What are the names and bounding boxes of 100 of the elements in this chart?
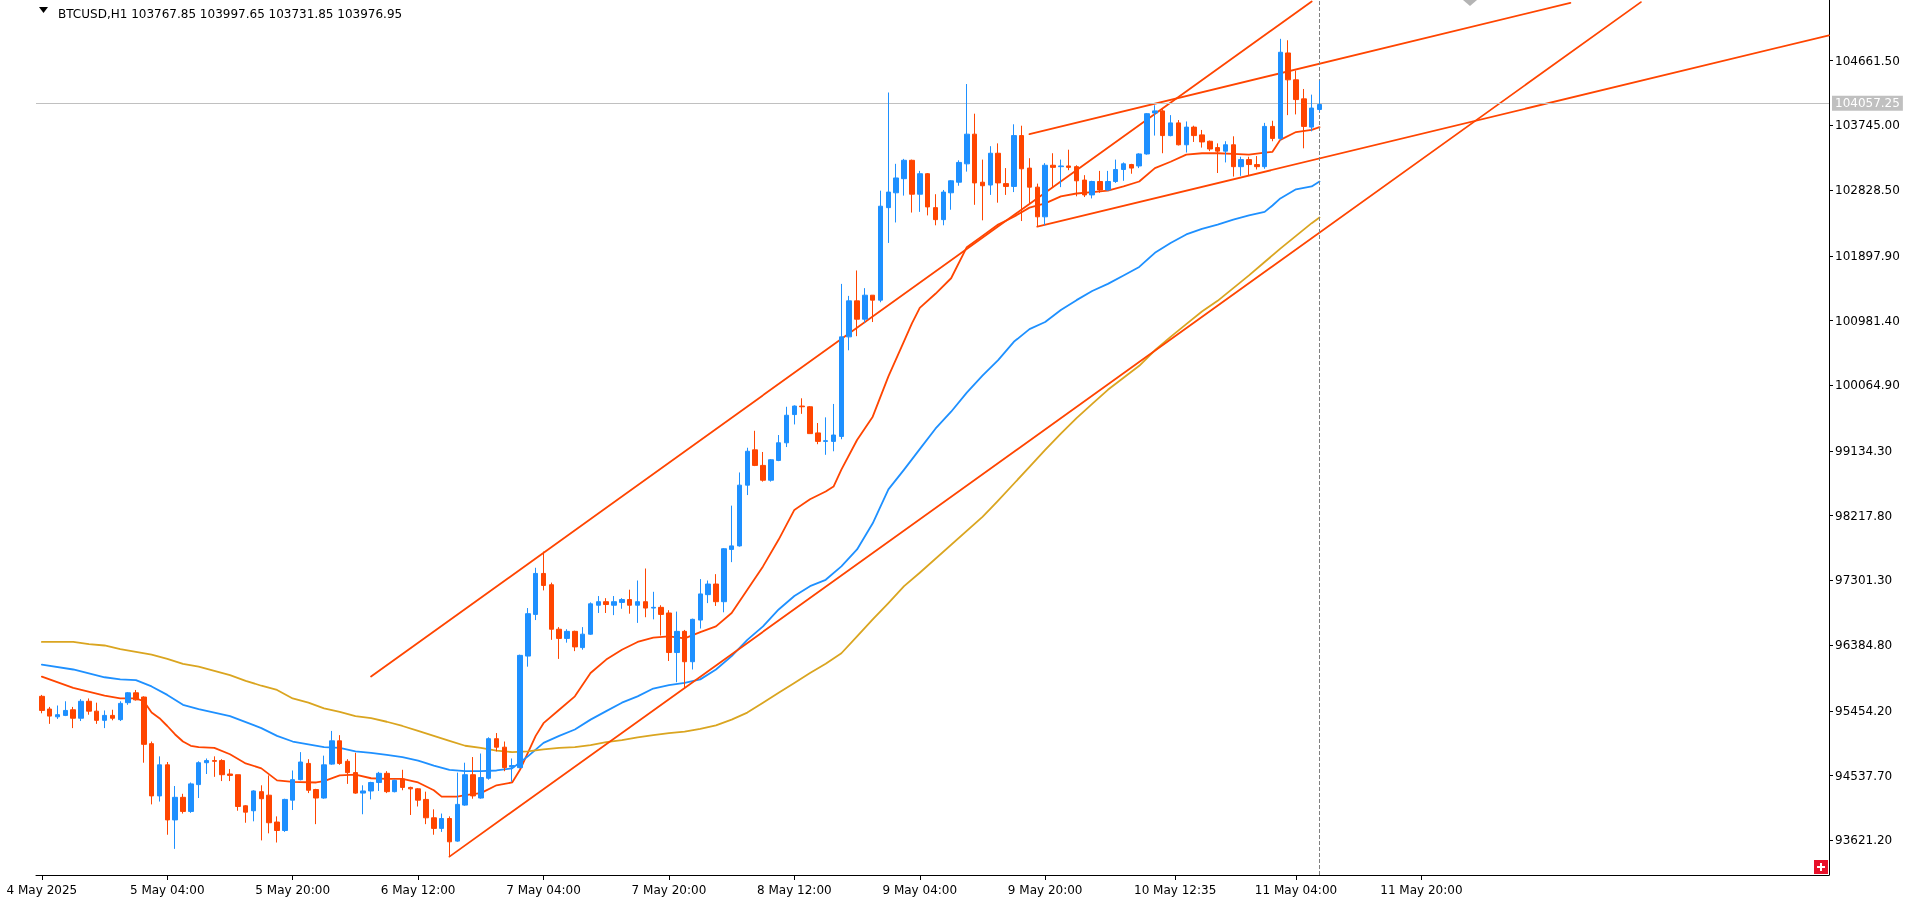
- candlestick: [1317, 80, 1322, 113]
- candlestick: [1042, 162, 1048, 226]
- candlestick: [713, 573, 719, 607]
- candlestick: [455, 772, 460, 843]
- x-tick-label: 9 May 20:00: [1007, 883, 1083, 897]
- y-tick-label: 95454.20: [1835, 703, 1893, 718]
- candlestick: [125, 691, 131, 706]
- ref-line-label: 104057.25: [1835, 96, 1900, 111]
- candlestick: [933, 193, 938, 226]
- candlestick: [1270, 120, 1275, 142]
- candlestick: [55, 705, 60, 720]
- candlestick: [94, 702, 99, 725]
- candlestick: [690, 618, 695, 670]
- candlestick: [118, 700, 123, 722]
- candlestick: [282, 798, 288, 833]
- y-tick-label: 93621.20: [1835, 833, 1893, 848]
- candlestick: [1058, 159, 1064, 188]
- candlestick: [784, 406, 789, 448]
- x-tick-label: 5 May 04:00: [129, 883, 205, 897]
- candlestick: [564, 628, 570, 644]
- candlestick: [204, 757, 209, 775]
- candlestick: [1262, 122, 1267, 170]
- candlestick: [235, 774, 241, 812]
- candlestick: [1027, 157, 1032, 204]
- candlestick: [212, 755, 217, 778]
- candlestick: [368, 781, 374, 800]
- candlestick: [400, 769, 405, 791]
- candlestick: [549, 582, 554, 641]
- candlestick: [86, 697, 92, 716]
- candlestick: [917, 170, 923, 213]
- y-tick-label: 104661.50: [1835, 53, 1900, 68]
- candlestick: [893, 163, 899, 223]
- candlestick: [760, 451, 766, 483]
- candlestick: [705, 580, 711, 604]
- candlestick: [1254, 155, 1260, 170]
- candlestick: [627, 589, 632, 615]
- candlestick: [1215, 142, 1220, 174]
- text: BTCUSD,H1 103767.85 103997.65 103731.85 103976.95: [58, 7, 403, 21]
- candlestick: [1184, 120, 1189, 154]
- candlestick: [1136, 152, 1142, 169]
- candlestick: [823, 416, 828, 456]
- candlestick: [807, 405, 813, 435]
- candlestick: [1105, 170, 1111, 192]
- x-tick-label: 9 May 04:00: [882, 883, 958, 897]
- candlestick: [643, 568, 648, 618]
- candlestick: [572, 630, 578, 652]
- x-tick-label: 7 May 20:00: [631, 883, 707, 897]
- candlestick: [611, 595, 617, 616]
- candlestick: [290, 769, 295, 811]
- candlestick: [964, 83, 970, 173]
- candlestick: [737, 471, 742, 548]
- candlestick: [141, 695, 147, 764]
- candlestick: [259, 784, 264, 841]
- candlestick: [1074, 164, 1079, 197]
- candlestick: [376, 771, 382, 792]
- candlestick: [39, 694, 45, 714]
- x-tick-label: 6 May 12:00: [380, 883, 456, 897]
- candlestick: [1246, 156, 1252, 176]
- candlestick: [1144, 112, 1150, 156]
- candlestick: [862, 287, 868, 324]
- candlestick: [698, 578, 703, 630]
- candlestick: [1207, 140, 1213, 152]
- candlestick: [408, 786, 413, 816]
- candlestick: [635, 580, 640, 624]
- candlestick: [580, 626, 585, 651]
- candlestick: [941, 189, 946, 226]
- candlestick: [729, 505, 734, 563]
- candlestick: [243, 804, 248, 824]
- candlestick: [384, 770, 390, 794]
- candlestick: [329, 730, 335, 766]
- candlestick: [337, 734, 342, 766]
- candlestick: [1082, 174, 1087, 198]
- candlestick: [752, 430, 758, 467]
- candlestick: [682, 629, 687, 690]
- y-tick-label: 102828.50: [1835, 183, 1900, 198]
- candlestick: [274, 815, 280, 844]
- candlestick: [502, 741, 507, 772]
- candlestick: [1309, 94, 1314, 132]
- candlestick: [972, 113, 977, 206]
- candlestick: [1293, 70, 1299, 115]
- candlestick: [674, 611, 680, 683]
- candlestick: [180, 793, 186, 815]
- candlestick: [745, 447, 750, 496]
- candlestick: [360, 784, 366, 815]
- y-tick-label: 101897.90: [1835, 248, 1900, 263]
- candlestick: [157, 755, 162, 803]
- candlestick: [172, 785, 178, 850]
- candlestick: [219, 758, 225, 782]
- y-tick-label: 99134.30: [1835, 443, 1893, 458]
- x-tick-label: 7 May 04:00: [506, 883, 581, 897]
- candlestick: [886, 92, 891, 244]
- candlestick: [227, 768, 233, 782]
- x-tick-label: 11 May 04:00: [1254, 883, 1338, 897]
- candlestick: [878, 190, 883, 303]
- y-tick-label: 100981.40: [1835, 313, 1900, 328]
- candlestick: [1011, 123, 1017, 193]
- x-tick-label: 4 May 2025: [6, 883, 78, 897]
- candlestick: [721, 547, 727, 613]
- candlestick: [1168, 114, 1173, 137]
- candlestick: [110, 709, 115, 721]
